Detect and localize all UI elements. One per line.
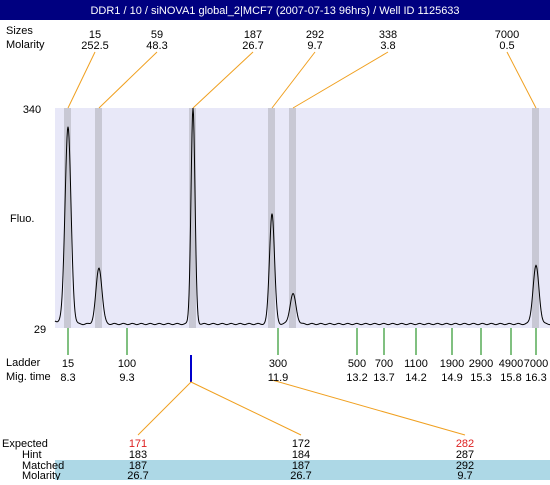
peak-size: 15 [89, 29, 101, 41]
peak-band [532, 108, 539, 328]
ladder-time: 15.8 [500, 372, 521, 384]
peak-size: 59 [151, 29, 163, 41]
ladder-time: 14.9 [441, 372, 462, 384]
ladder-size: 500 [348, 358, 366, 370]
peak-molarity: 26.7 [242, 40, 263, 52]
peak-size: 187 [244, 29, 262, 41]
cell: 171 [129, 438, 147, 450]
ladder-time: 15.3 [470, 372, 491, 384]
title: DDR1 / 10 / siNOVA1 global_2|MCF7 (2007-… [90, 5, 459, 17]
ladder-size: 2900 [469, 358, 493, 370]
peak-molarity: 0.5 [499, 40, 514, 52]
peak-size: 338 [379, 29, 397, 41]
ladder-time: 13.7 [373, 372, 394, 384]
cell: 287 [456, 449, 474, 461]
ladder-time: 11.9 [268, 372, 289, 384]
ladder-size: 300 [269, 358, 287, 370]
peak-molarity: 252.5 [81, 40, 109, 52]
connectors [137, 379, 466, 436]
cell: 184 [292, 449, 310, 461]
peak-size: 292 [306, 29, 324, 41]
time-label: Mig. time [6, 371, 51, 383]
row-label: Matched [22, 460, 64, 472]
ladder-size: 1100 [404, 358, 428, 370]
ladder-size: 700 [375, 358, 393, 370]
peak-molarity: 9.7 [307, 40, 322, 52]
ladder-label: Ladder [6, 357, 41, 369]
ladder-size: 100 [118, 358, 136, 370]
cell: 187 [129, 460, 147, 472]
ladder-size: 7000 [524, 358, 548, 370]
peak-connector [506, 51, 537, 109]
peak-connector [292, 51, 389, 109]
plot-area [55, 108, 550, 328]
trace [54, 107, 550, 326]
peak-molarity: 3.8 [380, 40, 395, 52]
ladder-time: 13.2 [346, 372, 367, 384]
cell: 9.7 [457, 470, 472, 480]
y-top: 340 [23, 104, 41, 116]
row-label: Expected [2, 438, 48, 450]
peak-molarity: 48.3 [146, 40, 167, 52]
peak-size: 7000 [495, 29, 519, 41]
ladder-time: 16.3 [525, 372, 546, 384]
ladder-size: 4900 [499, 358, 523, 370]
cell: 183 [129, 449, 147, 461]
peak-band [64, 108, 71, 328]
cell: 187 [292, 460, 310, 472]
y-bottom: 29 [34, 324, 46, 336]
ladder-time: 9.3 [119, 372, 134, 384]
table-band [55, 460, 550, 480]
peak-connector [67, 51, 96, 109]
cell: 292 [456, 460, 474, 472]
peak-connector [271, 51, 316, 109]
cell: 26.7 [290, 470, 311, 480]
peak-band [189, 108, 196, 328]
peak-connector [192, 51, 254, 109]
title-bar [0, 0, 550, 20]
ladder-size: 1900 [440, 358, 464, 370]
peak-connector [98, 51, 158, 109]
peak-band [95, 108, 102, 328]
cell: 26.7 [127, 470, 148, 480]
row-label: Hint [22, 449, 42, 461]
ladder-time: 14.2 [405, 372, 426, 384]
cell: 172 [292, 438, 310, 450]
ladder-time: 8.3 [60, 372, 75, 384]
y-label: Fluo. [10, 213, 34, 225]
row-label: Molarity [22, 470, 61, 480]
cell: 282 [456, 438, 474, 450]
sizes-label: Sizes [6, 25, 33, 37]
peak-band [289, 108, 296, 328]
ladder-size: 15 [62, 358, 74, 370]
molarity-label: Molarity [6, 39, 45, 51]
